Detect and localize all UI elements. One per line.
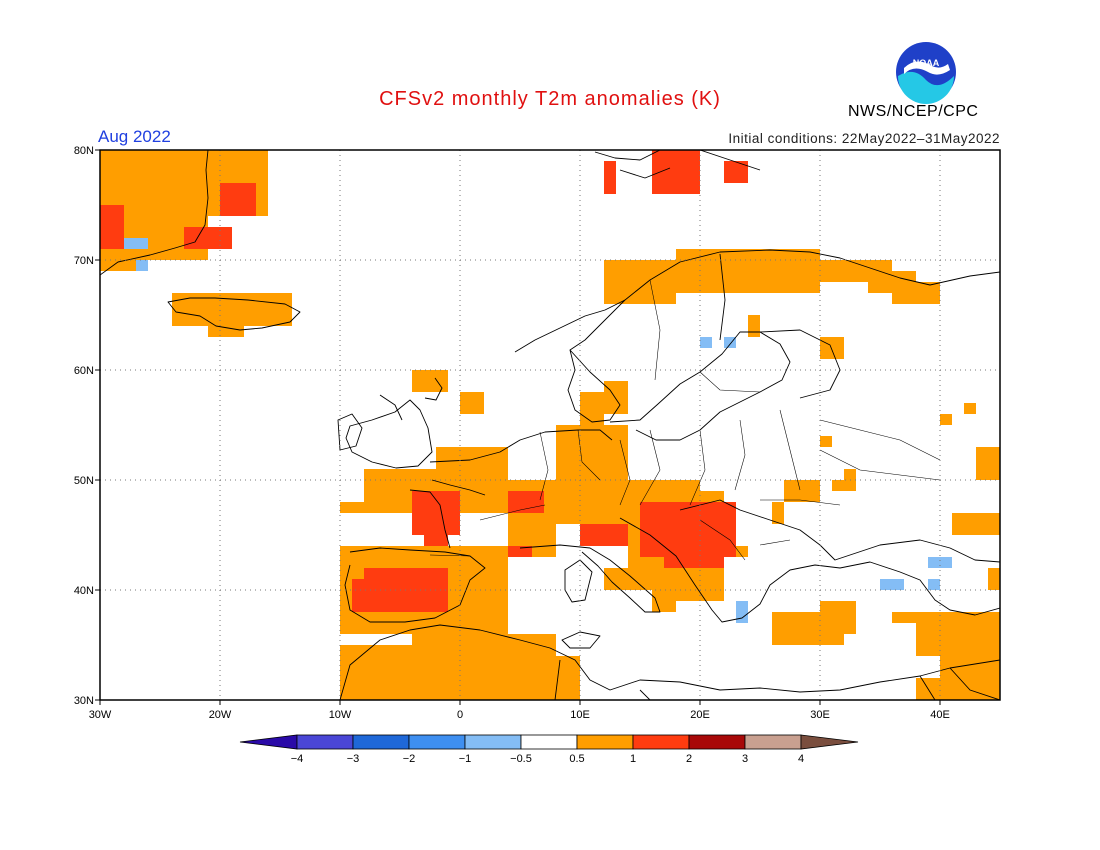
anomaly-cell: [724, 337, 736, 348]
anomaly-cell: [892, 282, 940, 304]
forecast-period: Aug 2022: [98, 127, 171, 146]
anomaly-cell: [412, 370, 448, 392]
x-tick-label: 20E: [690, 709, 710, 721]
colorbar-swatch: [688, 734, 746, 750]
anomaly-cell: [916, 612, 1000, 656]
anomaly-cell: [724, 161, 748, 183]
anomaly-cell: [508, 491, 544, 513]
anomaly-cell: [184, 227, 232, 249]
anomaly-cell: [412, 491, 460, 535]
anomaly-cell: [952, 513, 1000, 535]
anomaly-cell: [580, 392, 604, 425]
anomaly-cell: [580, 524, 628, 546]
initial-conditions-label: Initial conditions: 22May2022–31May2022: [728, 131, 1000, 146]
y-tick-label: 50N: [74, 475, 94, 487]
colorbar-label: 1: [630, 753, 636, 765]
anomaly-cell: [976, 447, 1000, 480]
y-tick-label: 60N: [74, 365, 94, 377]
x-tick-label: 40E: [930, 709, 950, 721]
colorbar-swatch: [464, 734, 522, 750]
anomaly-cell: [124, 238, 148, 249]
anomaly-cell: [640, 502, 736, 557]
agency-label: NWS/NCEP/CPC: [848, 103, 979, 120]
anomaly-cell: [220, 183, 256, 216]
x-tick-label: 30W: [89, 709, 112, 721]
anomaly-cell: [460, 392, 484, 414]
colorbar-swatch: [800, 734, 859, 750]
country-borders: [429, 279, 941, 561]
anomaly-cell: [928, 557, 952, 568]
x-tick-label: 20W: [209, 709, 232, 721]
anomaly-cell: [556, 425, 628, 524]
colorbar-label: −4: [291, 753, 304, 765]
colorbar-label: 3: [742, 753, 748, 765]
anomaly-cell: [736, 601, 748, 623]
y-tick-label: 40N: [74, 585, 94, 597]
colorbar-label: −3: [347, 753, 360, 765]
anomaly-cell: [100, 260, 136, 271]
anomaly-cell: [412, 634, 556, 700]
anomaly-cell: [100, 205, 124, 249]
colorbar-label: −1: [459, 753, 472, 765]
x-tick-label: 30E: [810, 709, 830, 721]
anomaly-cell: [820, 436, 832, 447]
anomaly-cell: [424, 535, 448, 546]
anomaly-cell: [604, 260, 676, 304]
colorbar-swatch: [520, 734, 578, 750]
y-tick-label: 80N: [74, 145, 94, 157]
colorbar-swatch: [239, 734, 298, 750]
anomaly-cell: [508, 546, 532, 557]
anomaly-cell: [340, 645, 412, 700]
anomaly-cell: [172, 293, 292, 326]
figure-title: CFSv2 monthly T2m anomalies (K): [379, 88, 721, 110]
x-tick-label: 10E: [570, 709, 590, 721]
anomaly-cell: [832, 480, 856, 491]
colorbar-label: 4: [798, 753, 804, 765]
anomaly-cell: [748, 315, 760, 337]
anomaly-cell: [988, 568, 1000, 590]
anomaly-cell: [928, 579, 940, 590]
anomaly-cell: [136, 260, 148, 271]
colorbar-swatch: [296, 734, 354, 750]
anomaly-cell: [772, 502, 784, 524]
anomaly-cell: [700, 337, 712, 348]
anomaly-cell: [844, 469, 856, 480]
anomaly-cell: [940, 656, 1000, 678]
colorbar-label: −2: [403, 753, 416, 765]
x-tick-label: 0: [457, 709, 463, 721]
colorbar-label: 2: [686, 753, 692, 765]
map-axis-ticks: 30W 20W 10W 0 10E 20E 30E 40E 30N 40N 50N 60N 70N 80N: [74, 145, 950, 721]
noaa-logo-text: NOAA: [913, 58, 940, 68]
anomaly-cell: [916, 678, 1000, 700]
anomaly-cell: [208, 326, 244, 337]
colorbar-swatch: [408, 734, 466, 750]
anomaly-cell: [604, 161, 616, 194]
y-tick-label: 30N: [74, 695, 94, 707]
anomaly-cell: [352, 579, 364, 612]
x-tick-label: 10W: [329, 709, 352, 721]
noaa-logo: NOAA: [896, 42, 956, 104]
anomaly-cell: [784, 480, 820, 502]
map-frame: [99, 149, 1001, 701]
anomaly-cell: [940, 414, 952, 425]
colorbar-swatch: [352, 734, 410, 750]
colorbar-swatch: [744, 734, 802, 750]
y-tick-label: 70N: [74, 255, 94, 267]
anomaly-cell: [880, 579, 904, 590]
colorbar-swatch: [576, 734, 634, 750]
anomaly-cell: [664, 557, 724, 568]
coastlines: [100, 150, 1000, 700]
anomaly-cell: [892, 612, 916, 623]
anomaly-cell: [820, 601, 856, 634]
colorbar-label: −0.5: [510, 753, 532, 765]
anomaly-cell: [964, 403, 976, 414]
anomaly-cell: [340, 502, 412, 513]
anomaly-cell: [604, 381, 628, 414]
colorbar-label: 0.5: [569, 753, 584, 765]
map-gridlines: [100, 150, 1000, 700]
colorbar-swatch: [632, 734, 690, 750]
